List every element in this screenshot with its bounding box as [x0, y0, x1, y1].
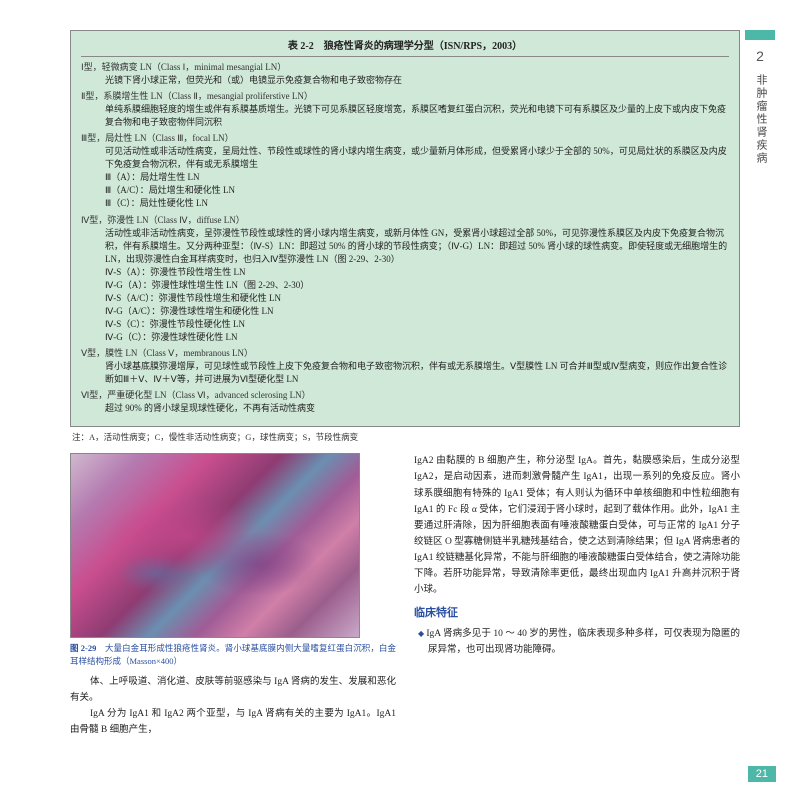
page-number: 21 [748, 766, 776, 782]
type-description: 可见活动性或非活动性病变，呈局灶性、节段性或球性的肾小球内增生病变，或少量新月体… [81, 145, 729, 171]
type-subitem: Ⅳ-S（A/C）：弥漫性节段性增生和硬化性 LN [81, 292, 729, 305]
tab-accent-bar [745, 30, 775, 40]
clinical-bullet: IgA 肾病多见于 10 ～ 40 岁的男性，临床表现多种多样，可仅表现为隐匿的… [414, 626, 740, 658]
figure-2-29: 图 2-29 大量白金耳形成性狼疮性肾炎。肾小球基底膜内侧大量嗜复红蛋白沉积，白… [70, 453, 396, 668]
type-heading: Ⅵ型，严重硬化型 LN（Class Ⅵ，advanced sclerosing … [81, 389, 729, 402]
figure-label: 图 2-29 [70, 643, 96, 653]
type-entry: Ⅱ型，系膜增生性 LN（Class Ⅱ，mesangial proliferst… [81, 90, 729, 129]
type-description: 光镜下肾小球正常，但荧光和（或）电镜显示免疫复合物和电子致密物存在 [81, 74, 729, 87]
type-entry: Ⅴ型，膜性 LN（Class Ⅴ，membranous LN）肾小球基底膜弥漫增… [81, 347, 729, 386]
type-subitem: Ⅳ-S（A）：弥漫性节段性增生性 LN [81, 266, 729, 279]
type-description: 超过 90% 的肾小球呈现球性硬化，不再有活动性病变 [81, 402, 729, 415]
section-heading: 临床特征 [414, 604, 740, 623]
type-subitem: Ⅲ（A/C）：局灶增生和硬化性 LN [81, 184, 729, 197]
type-subitem: Ⅳ-G（C）：弥漫性球性硬化性 LN [81, 331, 729, 344]
type-subitem: Ⅲ（A）：局灶增生性 LN [81, 171, 729, 184]
figure-caption: 图 2-29 大量白金耳形成性狼疮性肾炎。肾小球基底膜内侧大量嗜复红蛋白沉积，白… [70, 642, 396, 668]
left-para-2: IgA 分为 IgA1 和 IgA2 两个亚型，与 IgA 肾病有关的主要为 I… [70, 706, 396, 738]
type-entry: Ⅲ型，局灶性 LN（Class Ⅲ，focal LN）可见活动性或非活动性病变，… [81, 132, 729, 210]
type-description: 肾小球基底膜弥漫增厚，可见球性或节段性上皮下免疫复合物和电子致密物沉积，伴有或无… [81, 360, 729, 386]
right-column: IgA2 由黏膜的 B 细胞产生，称分泌型 IgA。首先，黏膜感染后，生成分泌型… [414, 453, 740, 738]
chapter-title-vertical: 非肿瘤性肾疾病 [745, 68, 777, 171]
type-heading: Ⅱ型，系膜增生性 LN（Class Ⅱ，mesangial proliferst… [81, 90, 729, 103]
type-subitem: Ⅲ（C）：局灶性硬化性 LN [81, 197, 729, 210]
type-subitem: Ⅳ-G（A）：弥漫性球性增生性 LN（图 2-29、2-30） [81, 279, 729, 292]
type-description: 活动性或非活动性病变，呈弥漫性节段性或球性的肾小球内增生病变，或新月体性 GN，… [81, 227, 729, 266]
body-two-column: 图 2-29 大量白金耳形成性狼疮性肾炎。肾小球基底膜内侧大量嗜复红蛋白沉积，白… [70, 453, 740, 738]
classification-table: 表 2-2 狼疮性肾炎的病理学分型（ISN/RPS，2003） Ⅰ型，轻微病变 … [70, 30, 740, 427]
right-para-1: IgA2 由黏膜的 B 细胞产生，称分泌型 IgA。首先，黏膜感染后，生成分泌型… [414, 453, 740, 598]
type-entry: Ⅵ型，严重硬化型 LN（Class Ⅵ，advanced sclerosing … [81, 389, 729, 415]
type-subitem: Ⅳ-S（C）：弥漫性节段性硬化性 LN [81, 318, 729, 331]
type-heading: Ⅰ型，轻微病变 LN（Class Ⅰ，minimal mesangial LN） [81, 61, 729, 74]
type-heading: Ⅲ型，局灶性 LN（Class Ⅲ，focal LN） [81, 132, 729, 145]
type-description: 单纯系膜细胞轻度的增生或伴有系膜基质增生。光镜下可见系膜区轻度增宽，系膜区嗜复红… [81, 103, 729, 129]
chapter-number: 2 [745, 40, 775, 68]
table-footnote: 注：A，活动性病变；C，慢性非活动性病变；G，球性病变；S，节段性病变 [72, 431, 740, 443]
type-heading: Ⅳ型，弥漫性 LN（Class Ⅳ，diffuse LN） [81, 214, 729, 227]
chapter-side-tab: 2 非肿瘤性肾疾病 [745, 30, 775, 171]
type-entry: Ⅰ型，轻微病变 LN（Class Ⅰ，minimal mesangial LN）… [81, 61, 729, 87]
type-subitem: Ⅳ-G（A/C）：弥漫性球性增生和硬化性 LN [81, 305, 729, 318]
histology-image [70, 453, 360, 638]
type-entry: Ⅳ型，弥漫性 LN（Class Ⅳ，diffuse LN）活动性或非活动性病变，… [81, 214, 729, 344]
left-column: 图 2-29 大量白金耳形成性狼疮性肾炎。肾小球基底膜内侧大量嗜复红蛋白沉积，白… [70, 453, 396, 738]
left-para-1: 体、上呼吸道、消化道、皮肤等前驱感染与 IgA 肾病的发生、发展和恶化有关。 [70, 674, 396, 706]
type-heading: Ⅴ型，膜性 LN（Class Ⅴ，membranous LN） [81, 347, 729, 360]
table-title: 表 2-2 狼疮性肾炎的病理学分型（ISN/RPS，2003） [81, 37, 729, 57]
figure-caption-text: 大量白金耳形成性狼疮性肾炎。肾小球基底膜内侧大量嗜复红蛋白沉积，白金耳样结构形成… [70, 643, 396, 666]
